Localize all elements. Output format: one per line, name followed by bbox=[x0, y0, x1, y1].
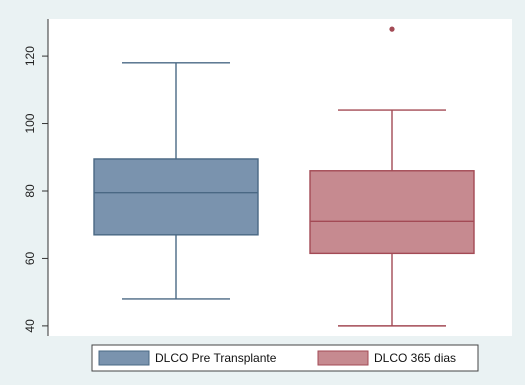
legend: DLCO Pre Transplante DLCO 365 dias bbox=[91, 344, 479, 372]
legend-label-2: DLCO 365 dias bbox=[374, 351, 456, 365]
legend-items: DLCO Pre Transplante DLCO 365 dias bbox=[98, 350, 456, 366]
box-series-1 bbox=[93, 62, 259, 300]
y-tick-label-100: 100 bbox=[23, 113, 37, 133]
y-axis-ticks: 40 60 80 100 120 bbox=[23, 46, 48, 333]
y-tick-label-40: 40 bbox=[23, 319, 37, 333]
boxes bbox=[93, 26, 475, 327]
y-tick-label-80: 80 bbox=[23, 184, 37, 198]
legend-swatch-2 bbox=[317, 350, 369, 366]
legend-frame bbox=[91, 344, 479, 372]
y-tick-label-120: 120 bbox=[23, 46, 37, 66]
iqr-box bbox=[309, 170, 475, 255]
y-tick-label-60: 60 bbox=[23, 251, 37, 265]
legend-swatch-1 bbox=[98, 350, 150, 366]
legend-label-1: DLCO Pre Transplante bbox=[155, 351, 277, 365]
outlier-point bbox=[389, 26, 395, 32]
box-series-2 bbox=[309, 26, 475, 327]
iqr-box bbox=[93, 158, 259, 236]
